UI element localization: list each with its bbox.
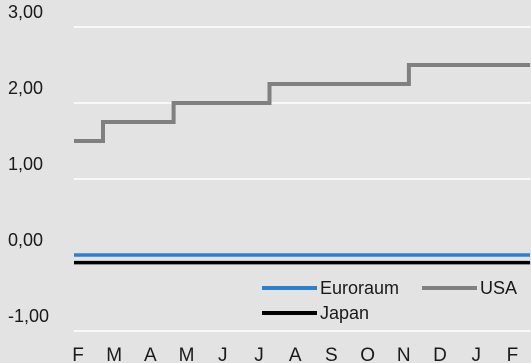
x-tick-label: F bbox=[72, 345, 84, 363]
x-tick-label: S bbox=[325, 345, 338, 363]
legend-label-usa: USA bbox=[480, 278, 517, 298]
y-tick-label: 3,00 bbox=[8, 2, 43, 22]
x-tick-label: J bbox=[471, 345, 481, 363]
legend-label-japan: Japan bbox=[320, 303, 369, 323]
x-tick-label: D bbox=[433, 345, 447, 363]
y-tick-label: 0,00 bbox=[8, 230, 43, 250]
x-tick-label: J bbox=[218, 345, 228, 363]
series-lines bbox=[74, 63, 531, 265]
y-tick-label: -1,00 bbox=[8, 306, 49, 326]
legend: Euroraum USA Japan bbox=[262, 278, 517, 323]
x-tick-label: N bbox=[397, 345, 411, 363]
y-tick-label: 2,00 bbox=[8, 78, 43, 98]
x-tick-label: F bbox=[507, 345, 519, 363]
x-tick-label: A bbox=[144, 345, 157, 363]
x-tick-label: A bbox=[289, 345, 302, 363]
y-axis: 3,00 2,00 1,00 0,00 -1,00 bbox=[8, 2, 49, 326]
legend-label-euroraum: Euroraum bbox=[320, 278, 399, 298]
x-tick-label: O bbox=[360, 345, 375, 363]
gridlines bbox=[74, 26, 531, 332]
y-tick-label: 1,00 bbox=[8, 154, 43, 174]
x-tick-label: M bbox=[179, 345, 195, 363]
series-line-usa bbox=[74, 63, 531, 143]
x-tick-label: J bbox=[254, 345, 264, 363]
x-tick-label: M bbox=[106, 345, 122, 363]
